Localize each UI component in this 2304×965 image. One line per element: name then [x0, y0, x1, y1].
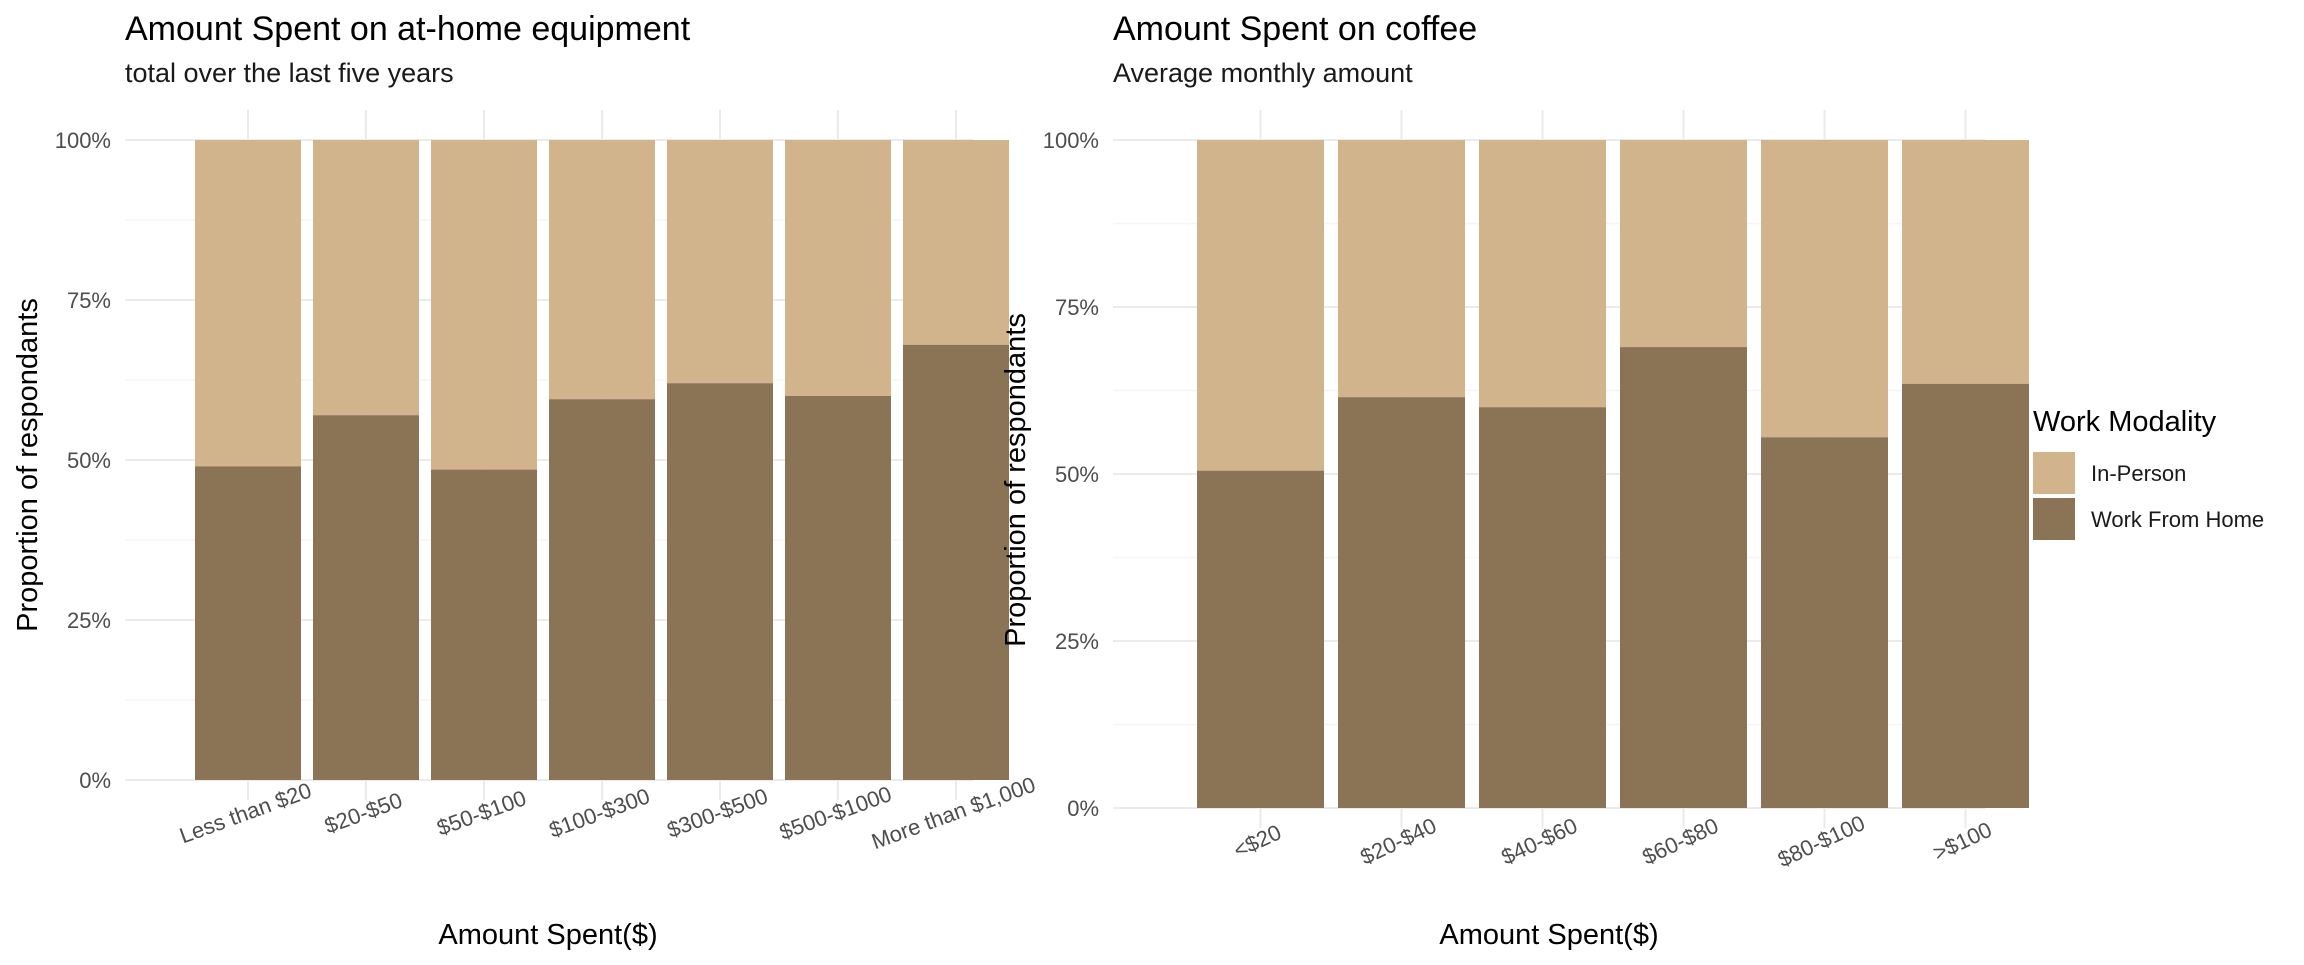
y-tick-labels: 0% 25% 50% 75% 100%: [1043, 128, 1099, 821]
y-tick-label: 0%: [1067, 796, 1099, 821]
bar-in-person: [1479, 140, 1606, 408]
bar-in-person: [1620, 140, 1747, 348]
y-tick-label: 100%: [55, 128, 111, 153]
x-tick-label: >$100: [1929, 817, 1996, 866]
legend-title: Work Modality: [2033, 406, 2217, 438]
bar-in-person: [785, 140, 891, 396]
chart-title: Amount Spent on coffee: [1113, 10, 1477, 48]
chart-subtitle: Average monthly amount: [1113, 58, 1413, 88]
x-tick-label: More than $1,000: [868, 772, 1039, 854]
y-tick-label: 0%: [79, 768, 111, 793]
legend-label-work-from-home: Work From Home: [2091, 507, 2264, 532]
bar-work-from-home: [667, 383, 773, 780]
y-tick-label: 50%: [67, 448, 111, 473]
bar-in-person: [667, 140, 773, 384]
bar-in-person: [1338, 140, 1465, 398]
bar-work-from-home: [785, 396, 891, 780]
x-axis-title: Amount Spent($): [438, 919, 657, 951]
legend-label-in-person: In-Person: [2091, 461, 2186, 486]
x-tick-label: Less than $20: [176, 778, 314, 849]
chart-coffee: Amount Spent on coffee Average monthly a…: [1000, 10, 2029, 951]
bar-work-from-home: [1479, 407, 1606, 808]
y-axis-title: Proportion of respondants: [12, 298, 44, 632]
x-tick-label: <$20: [1230, 819, 1285, 863]
legend: Work Modality In-Person Work From Home: [2033, 406, 2264, 540]
bar-work-from-home: [313, 415, 419, 780]
bar-work-from-home: [1620, 347, 1747, 808]
x-tick-label: $80-$100: [1774, 810, 1869, 872]
chart-subtitle: total over the last five years: [125, 58, 454, 88]
bar-in-person: [1902, 140, 2029, 384]
chart-title: Amount Spent on at-home equipment: [125, 10, 691, 48]
x-tick-label: $60-$80: [1638, 813, 1722, 870]
y-tick-labels: 0% 25% 50% 75% 100%: [55, 128, 111, 793]
x-tick-label: $40-$60: [1497, 813, 1581, 870]
bar-work-from-home: [195, 466, 301, 780]
x-tick-label: $100-$300: [546, 783, 653, 842]
bar-in-person: [313, 140, 419, 416]
x-tick-label: $300-$500: [664, 783, 771, 842]
bar-in-person: [549, 140, 655, 400]
bar-in-person: [903, 140, 1009, 345]
x-tick-label: $20-$50: [321, 787, 405, 838]
x-tick-labels: <$20 $20-$40 $40-$60 $60-$80 $80-$100 >$100: [1230, 810, 1996, 872]
bar-work-from-home: [903, 344, 1009, 780]
bar-work-from-home: [431, 469, 537, 780]
x-tick-label: $50-$100: [433, 785, 529, 840]
bar-work-from-home: [1902, 383, 2029, 808]
x-axis-title: Amount Spent($): [1439, 919, 1658, 951]
legend-swatch-in-person: [2033, 452, 2075, 494]
bars: [1197, 140, 2029, 808]
bar-in-person: [431, 140, 537, 470]
bar-work-from-home: [1338, 397, 1465, 808]
y-axis-title: Proportion of respondants: [1000, 313, 1032, 647]
bar-in-person: [1761, 140, 1888, 438]
y-tick-label: 50%: [1055, 462, 1099, 487]
x-tick-label: $20-$40: [1356, 813, 1440, 870]
y-tick-label: 25%: [1055, 629, 1099, 654]
legend-swatch-work-from-home: [2033, 498, 2075, 540]
y-tick-label: 75%: [67, 288, 111, 313]
bar-in-person: [195, 140, 301, 467]
chart-equipment: Amount Spent on at-home equipment total …: [12, 10, 1039, 951]
bars: [195, 140, 1009, 780]
bar-in-person: [1197, 140, 1324, 471]
bar-work-from-home: [1197, 470, 1324, 808]
x-tick-labels: Less than $20 $20-$50 $50-$100 $100-$300 $30…: [176, 772, 1039, 854]
bar-work-from-home: [549, 399, 655, 780]
y-tick-label: 100%: [1043, 128, 1099, 153]
y-tick-label: 75%: [1055, 295, 1099, 320]
y-tick-label: 25%: [67, 608, 111, 633]
bar-work-from-home: [1761, 437, 1888, 808]
